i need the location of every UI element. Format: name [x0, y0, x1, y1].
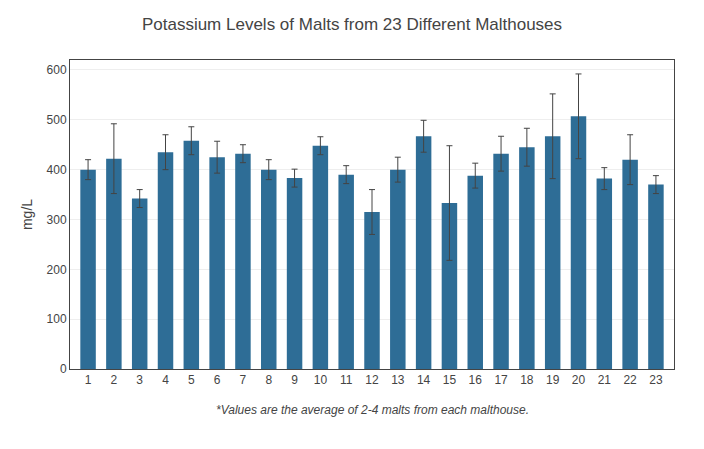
svg-text:10: 10 — [314, 373, 328, 387]
svg-text:17: 17 — [494, 373, 508, 387]
svg-text:23: 23 — [649, 373, 663, 387]
svg-text:100: 100 — [47, 312, 67, 326]
svg-text:6: 6 — [214, 373, 221, 387]
svg-text:22: 22 — [623, 373, 637, 387]
svg-text:12: 12 — [365, 373, 379, 387]
svg-text:500: 500 — [47, 113, 67, 127]
svg-text:200: 200 — [47, 263, 67, 277]
svg-text:16: 16 — [469, 373, 483, 387]
svg-text:8: 8 — [265, 373, 272, 387]
svg-text:15: 15 — [443, 373, 457, 387]
svg-text:5: 5 — [188, 373, 195, 387]
svg-text:7: 7 — [240, 373, 247, 387]
svg-text:4: 4 — [162, 373, 169, 387]
svg-text:19: 19 — [546, 373, 560, 387]
svg-text:*Values are the average of 2-4: *Values are the average of 2-4 malts fro… — [216, 403, 529, 417]
svg-text:20: 20 — [572, 373, 586, 387]
svg-text:18: 18 — [520, 373, 534, 387]
svg-text:400: 400 — [47, 163, 67, 177]
svg-text:3: 3 — [136, 373, 143, 387]
svg-text:600: 600 — [47, 63, 67, 77]
svg-text:1: 1 — [85, 373, 92, 387]
svg-text:Potassium Levels of Malts from: Potassium Levels of Malts from 23 Differ… — [142, 15, 562, 34]
svg-text:0: 0 — [60, 362, 67, 376]
svg-text:2: 2 — [111, 373, 118, 387]
svg-text:13: 13 — [391, 373, 405, 387]
svg-text:mg/L: mg/L — [19, 199, 35, 230]
svg-text:300: 300 — [47, 213, 67, 227]
svg-text:21: 21 — [598, 373, 612, 387]
svg-text:14: 14 — [417, 373, 431, 387]
svg-text:9: 9 — [291, 373, 298, 387]
svg-text:11: 11 — [340, 373, 353, 387]
